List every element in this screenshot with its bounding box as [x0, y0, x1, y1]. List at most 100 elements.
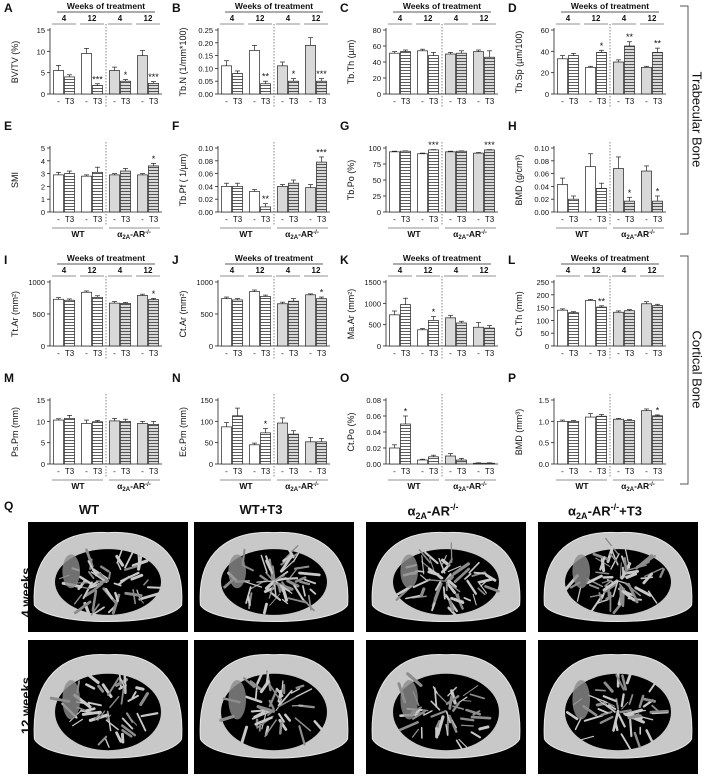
group-label-ko-sup-n: -/-	[313, 482, 319, 488]
trabecula	[283, 713, 292, 722]
treatment-label-o-5: T3	[457, 467, 467, 476]
cortical-shading	[400, 680, 419, 720]
micro-col-title-wt: WT	[78, 502, 100, 517]
trabecula	[139, 692, 149, 707]
trabecula	[468, 561, 480, 574]
bar-i-6	[137, 295, 148, 347]
bar-e-4	[109, 174, 120, 213]
y-tick-label-f-5: 0.10	[198, 144, 213, 153]
trabecula	[264, 719, 277, 738]
trabecula	[625, 583, 641, 597]
group-label-ko-o: α2A-AR-/-	[453, 481, 487, 493]
micro-col-title-ko-base: α	[407, 503, 416, 519]
trabecula	[412, 709, 427, 720]
bar-m-6	[137, 423, 148, 465]
treatment-label-k-2: -	[421, 349, 424, 358]
group-label-wt-f: WT	[239, 229, 253, 239]
micro-col-title-ko-t3-sub: 2A	[576, 510, 588, 521]
treatment-label-h-5: T3	[625, 215, 635, 224]
trabecula	[265, 671, 270, 686]
treatment-label-f-0: -	[225, 215, 228, 224]
y-tick-label-l-2: 100	[536, 316, 549, 325]
group-label-ko-sub-e: 2A	[122, 235, 130, 241]
trabecula	[270, 565, 276, 582]
trabecula	[608, 704, 617, 711]
bar-c-6	[473, 51, 484, 95]
trabecula	[659, 568, 665, 578]
trabecula	[94, 711, 102, 720]
sig-g-3: ***	[428, 140, 439, 150]
trabecula	[121, 729, 133, 738]
bar-l-2	[585, 300, 596, 347]
treatment-label-c-7: T3	[485, 97, 495, 106]
trabecula	[405, 594, 422, 600]
group-label-ko-mid-f: -AR	[298, 229, 313, 239]
trabecula	[583, 714, 604, 722]
bone-cross-section	[199, 532, 349, 623]
trabecula	[290, 688, 301, 694]
sig-o-1: *	[404, 407, 408, 417]
group-label-ko-mid-o: -AR	[466, 481, 481, 491]
bar-e-6	[137, 174, 148, 213]
trabecula	[90, 571, 105, 581]
treatment-label-j-0: -	[225, 349, 228, 358]
group-label-ko-sup-e: -/-	[145, 230, 151, 236]
group-label-wt-g: WT	[407, 229, 421, 239]
trabecula	[286, 579, 300, 588]
trabecula	[125, 712, 134, 723]
trabecula	[442, 555, 447, 565]
y-tick-label-o-0: 0.00	[366, 460, 381, 469]
panel-letter-d: D	[508, 1, 517, 15]
bar-p-5	[624, 420, 635, 465]
panel-letter-l: L	[508, 253, 515, 267]
y-axis-label-e: SMI	[10, 172, 20, 188]
week-label-i-1: 12	[88, 266, 97, 275]
trabecula	[612, 581, 619, 597]
bar-p-6	[641, 410, 652, 465]
treatment-label-n-4: -	[281, 467, 284, 476]
cortical-shading	[572, 554, 591, 589]
sig-d-3: *	[600, 41, 604, 51]
micro-image-wt-t3-12w	[194, 640, 354, 774]
trabecula	[445, 711, 451, 724]
bar-f-2	[249, 191, 260, 213]
y-tick-label-e-3: 3	[41, 170, 45, 179]
trabecula	[436, 715, 445, 736]
week-label-j-2: 4	[286, 266, 291, 275]
y-tick-label-b-0: 0.00	[198, 90, 213, 99]
bar-p-4	[613, 418, 624, 465]
bar-k-6	[473, 326, 484, 347]
bar-b-2	[249, 50, 260, 95]
bar-g-2	[417, 153, 428, 213]
bar-f-3	[260, 206, 271, 213]
y-tick-label-p-1: 0.5	[539, 439, 549, 448]
y-tick-label-n-1: 50	[205, 439, 213, 448]
chart-panel-b: B Tb.N (1/mm*100) 0.00 0.05 0.10 0.15 0.20 0.25…	[172, 1, 330, 108]
treatment-label-j-2: -	[253, 349, 256, 358]
sig-h-7: *	[656, 187, 660, 197]
trabecula	[277, 582, 282, 593]
week-label-l-1: 12	[592, 266, 601, 275]
trabecula	[450, 689, 457, 705]
bar-b-1	[232, 73, 243, 95]
group-label-ko-sub-g: 2A	[458, 235, 466, 241]
y-tick-label-c-4: 80	[373, 26, 381, 35]
treatment-label-g-3: T3	[429, 215, 439, 224]
week-label-i-3: 12	[144, 266, 153, 275]
y-tick-label-a-2: 10	[37, 47, 45, 56]
weeks-header-a: Weeks of treatment	[67, 1, 145, 11]
y-tick-label-c-0: 0	[377, 90, 381, 99]
treatment-label-i-7: T3	[149, 349, 159, 358]
chart-panel-o: OCt.Po (%)0.000.020.040.060.08-*T3- T3- T3…	[340, 371, 498, 493]
cortical-shading	[228, 554, 247, 589]
trabecula	[597, 599, 609, 604]
treatment-label-f-1: T3	[233, 215, 243, 224]
y-tick-label-k-0: 0	[377, 342, 381, 351]
trabecula	[135, 686, 145, 691]
week-label-c-0: 4	[398, 14, 403, 23]
group-label-ko-mid-p: -AR	[634, 481, 649, 491]
sig-d-5: **	[626, 32, 634, 42]
